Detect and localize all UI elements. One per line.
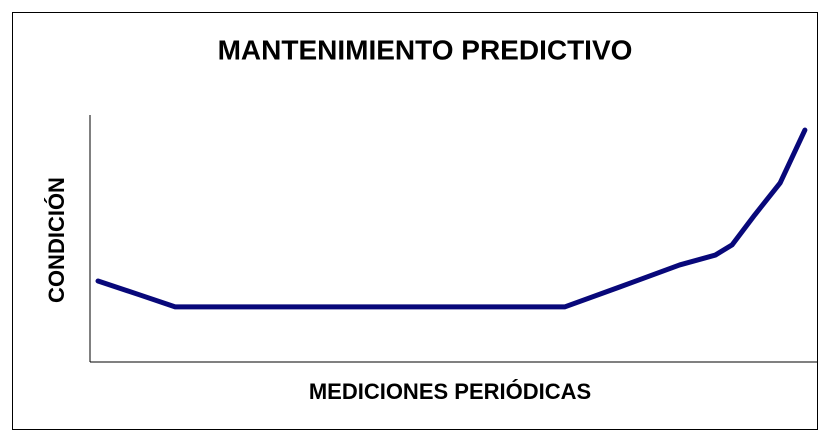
y-axis-label: CONDICIÓN — [44, 177, 69, 303]
chart-title: MANTENIMIENTO PREDICTIVO — [218, 34, 633, 65]
x-axis-label: MEDICIONES PERIÓDICAS — [309, 379, 591, 404]
data-line — [95, 127, 808, 310]
frame — [12, 12, 818, 430]
